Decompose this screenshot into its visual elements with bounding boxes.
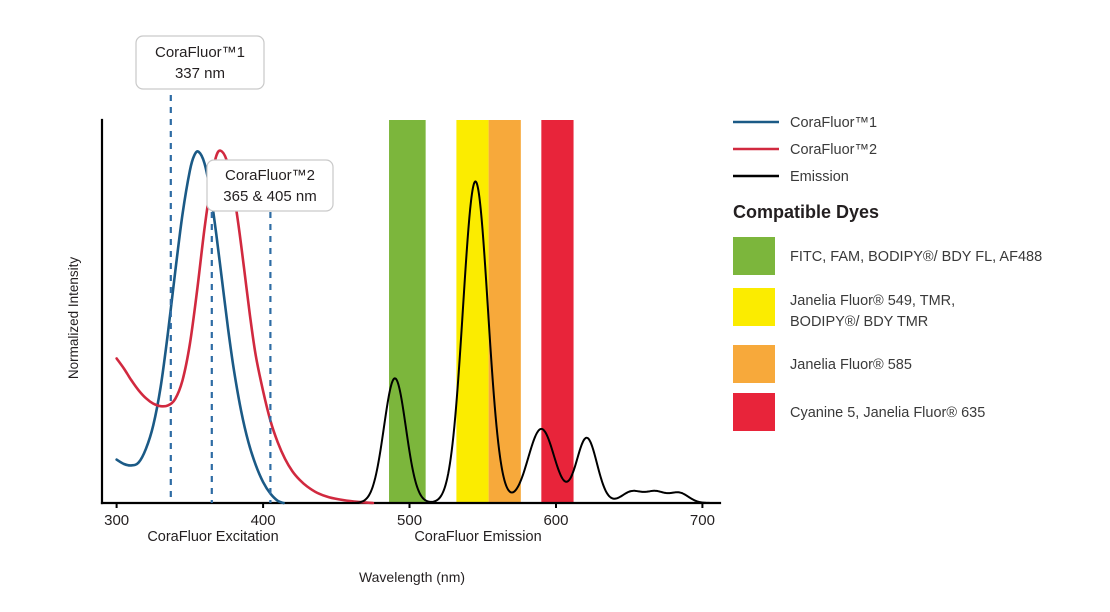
yellow-band <box>456 120 489 503</box>
emission-band-group <box>389 120 574 503</box>
compatible-dyes-heading: Compatible Dyes <box>733 202 879 222</box>
corafluor2-callout-line1: CoraFluor™2 <box>225 167 315 184</box>
dye-label-0-line1: FITC, FAM, BODIPY®/ BDY FL, AF488 <box>790 249 1042 265</box>
dye-label-1-line1: Janelia Fluor® 549, TMR, <box>790 293 955 309</box>
dye-label-2-line1: Janelia Fluor® 585 <box>790 357 912 373</box>
x-tick-label-600: 600 <box>543 512 568 529</box>
corafluor1-callout: CoraFluor™1 337 nm <box>135 35 265 90</box>
x-tick-label-500: 500 <box>397 512 422 529</box>
red-band <box>541 120 574 503</box>
dye-swatch-1 <box>733 288 775 326</box>
corafluor1-callout-box <box>135 35 265 90</box>
region-label-emission: CoraFluor Emission <box>414 529 541 545</box>
dye-label-1-line2: BODIPY®/ BDY TMR <box>790 314 928 330</box>
compatible-dyes-group: FITC, FAM, BODIPY®/ BDY FL, AF488 Janelia… <box>733 237 1042 431</box>
corafluor2-callout: CoraFluor™2 365 & 405 nm <box>206 159 334 212</box>
y-axis-title: Normalized Intensity <box>66 257 81 380</box>
corafluor2-callout-box <box>206 159 334 212</box>
curve-corafluor1 <box>115 150 285 505</box>
corafluor1-callout-line2: 337 nm <box>175 65 225 82</box>
dye-swatch-2 <box>733 345 775 383</box>
x-tick-label-300: 300 <box>104 512 129 529</box>
dye-swatch-0 <box>733 237 775 275</box>
orange-band <box>488 120 521 503</box>
plot-axes <box>100 118 722 505</box>
legend-series-group: CoraFluor™1 CoraFluor™2 Emission <box>733 115 877 185</box>
corafluor1-callout-line1: CoraFluor™1 <box>155 44 245 61</box>
curve-emission <box>342 180 721 504</box>
x-tick-group: 300 400 500 600 700 <box>104 503 715 529</box>
legend-label-1: CoraFluor™2 <box>790 142 877 158</box>
x-axis-title: Wavelength (nm) <box>359 569 465 585</box>
green-band <box>389 120 426 503</box>
legend-label-0: CoraFluor™1 <box>790 115 877 131</box>
region-label-excitation: CoraFluor Excitation <box>147 529 278 545</box>
excitation-marker-group <box>169 95 272 503</box>
corafluor2-callout-line2: 365 & 405 nm <box>223 188 316 205</box>
dye-swatch-3 <box>733 393 775 431</box>
legend-label-2: Emission <box>790 169 849 185</box>
x-tick-label-700: 700 <box>690 512 715 529</box>
dye-label-3-line1: Cyanine 5, Janelia Fluor® 635 <box>790 405 985 421</box>
x-tick-label-400: 400 <box>251 512 276 529</box>
